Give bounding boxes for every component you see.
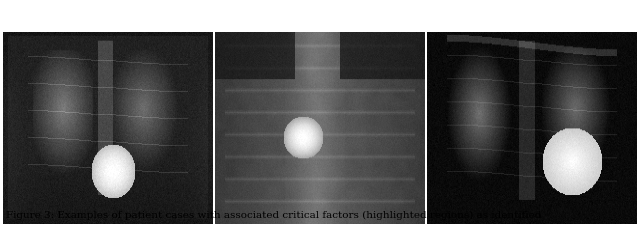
Text: Figure 3: Examples of patient cases with associated critical factors (highlighte: Figure 3: Examples of patient cases with… — [6, 211, 542, 220]
